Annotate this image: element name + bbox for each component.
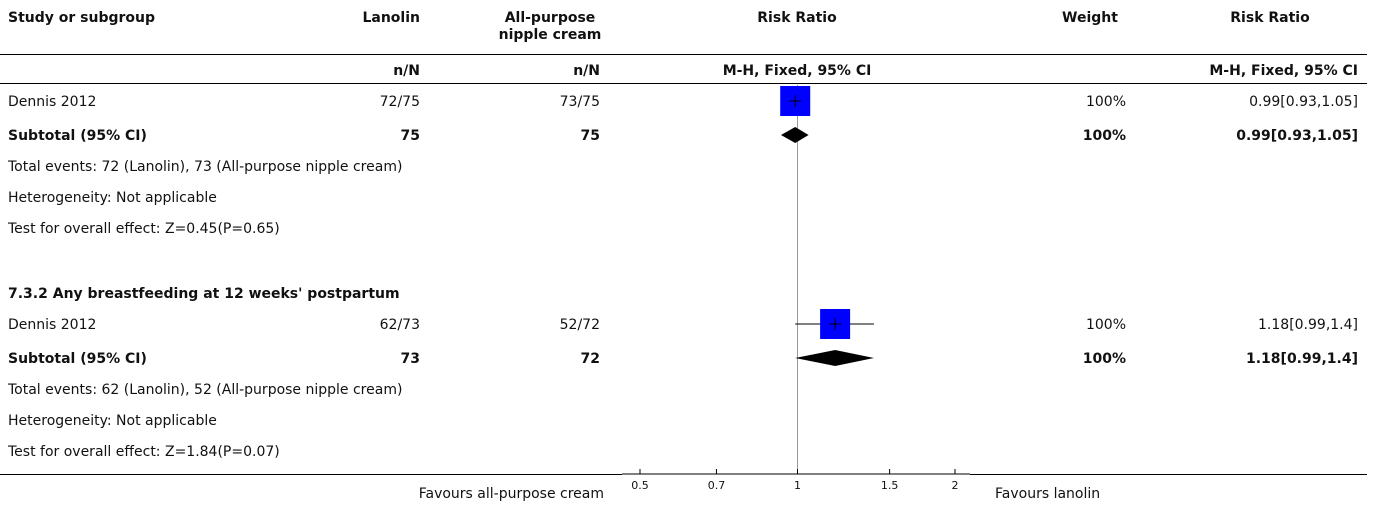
- x-axis-tick-label: 0.5: [631, 479, 649, 492]
- study-experimental: 62/73: [379, 317, 420, 333]
- subheader-risk-ratio-plot: M-H, Fixed, 95% CI: [722, 63, 872, 79]
- header-control-line2: nipple cream: [498, 27, 602, 43]
- footer-rule-right: [970, 474, 1367, 475]
- heterogeneity-note: Heterogeneity: Not applicable: [8, 413, 217, 429]
- x-axis-tick-label: 1.5: [881, 479, 899, 492]
- study-control: 73/75: [559, 94, 600, 110]
- study-weight: 100%: [1085, 94, 1126, 110]
- header-experimental: Lanolin: [362, 10, 420, 26]
- total-events-note: Total events: 62 (Lanolin), 52 (All-purp…: [8, 382, 403, 398]
- subheader-risk-ratio-text: M-H, Fixed, 95% CI: [1209, 63, 1358, 79]
- x-axis-tick-label: 1: [794, 479, 801, 492]
- subtotal-experimental: 73: [400, 351, 420, 367]
- study-risk-ratio: 1.18[0.99,1.4]: [1258, 317, 1358, 333]
- study-control: 52/72: [559, 317, 600, 333]
- header-study: Study or subgroup: [8, 10, 156, 26]
- header-weight: Weight: [1062, 10, 1118, 26]
- subtotal-experimental: 75: [400, 128, 420, 144]
- subtotal-diamond: [795, 350, 874, 366]
- subheader-experimental: n/N: [393, 63, 420, 79]
- subtotal-control: 72: [580, 351, 600, 367]
- overall-effect-note: Test for overall effect: Z=0.45(P=0.65): [8, 221, 280, 237]
- subtotal-risk-ratio: 0.99[0.93,1.05]: [1236, 128, 1358, 144]
- heterogeneity-note: Heterogeneity: Not applicable: [8, 190, 217, 206]
- subheader-rule: [0, 83, 1367, 84]
- study-name: Dennis 2012: [8, 94, 97, 110]
- header-risk-ratio-text: Risk Ratio: [1230, 10, 1310, 26]
- subtotal-label: Subtotal (95% CI): [8, 351, 147, 367]
- header-risk-ratio-plot: Risk Ratio: [757, 10, 837, 26]
- favours-right-label: Favours lanolin: [995, 486, 1101, 502]
- study-weight: 100%: [1085, 317, 1126, 333]
- footer-rule-left: [0, 474, 622, 475]
- total-events-note: Total events: 72 (Lanolin), 73 (All-purp…: [8, 159, 403, 175]
- study-experimental: 72/75: [379, 94, 420, 110]
- subtotal-diamond: [781, 127, 809, 143]
- subtotal-weight: 100%: [1082, 351, 1126, 367]
- study-risk-ratio: 0.99[0.93,1.05]: [1249, 94, 1358, 110]
- header-control-line1: All-purpose: [504, 10, 596, 26]
- subtotal-control: 75: [580, 128, 600, 144]
- x-axis-tick-label: 0.7: [708, 479, 726, 492]
- subtotal-label: Subtotal (95% CI): [8, 128, 147, 144]
- favours-left-label: Favours all-purpose cream: [418, 486, 604, 502]
- subtotal-risk-ratio: 1.18[0.99,1.4]: [1246, 351, 1358, 367]
- subtotal-weight: 100%: [1082, 128, 1126, 144]
- overall-effect-note: Test for overall effect: Z=1.84(P=0.07): [8, 444, 280, 460]
- study-name: Dennis 2012: [8, 317, 97, 333]
- x-axis-tick-label: 2: [952, 479, 959, 492]
- subgroup-heading: 7.3.2 Any breastfeeding at 12 weeks' pos…: [8, 286, 400, 302]
- header-rule: [0, 54, 1367, 55]
- subheader-control: n/N: [573, 63, 600, 79]
